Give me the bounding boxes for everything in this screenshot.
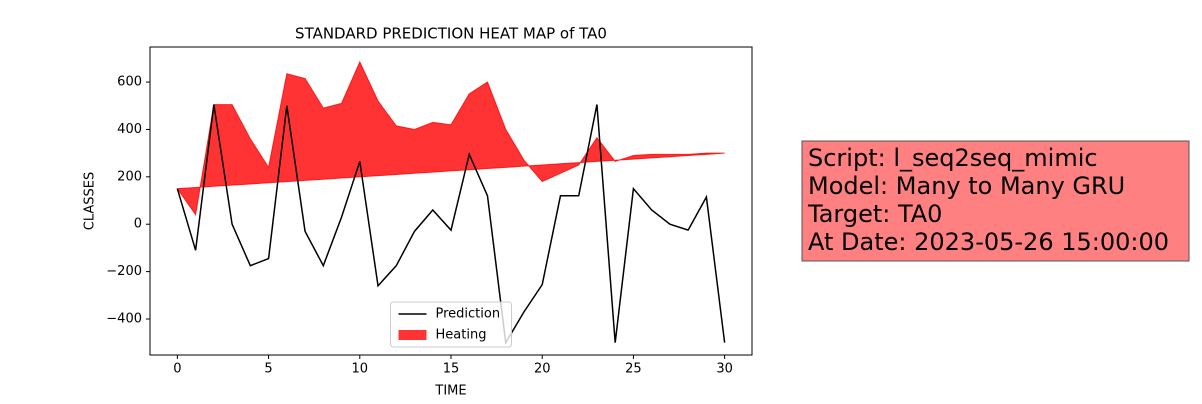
y-tick-label: 600	[117, 75, 142, 90]
x-tick-label: 30	[716, 362, 733, 377]
y-tick-label: 400	[117, 122, 142, 137]
prediction-line	[176, 104, 726, 345]
x-tick-label: 15	[443, 362, 460, 377]
x-tick-label: 5	[264, 362, 272, 377]
y-tick-label: −400	[106, 311, 142, 326]
text-box-line: Script: l_seq2seq_mimic	[808, 144, 1098, 172]
heating-area	[176, 60, 725, 217]
y-tick-label: −200	[106, 264, 142, 279]
y-axis-label: CLASSES	[83, 172, 98, 230]
legend-label: Prediction	[436, 307, 501, 322]
x-tick-label: 0	[173, 362, 181, 377]
x-tick-label: 10	[352, 362, 369, 377]
chart-title: STANDARD PREDICTION HEAT MAP of TA0	[295, 25, 607, 43]
x-tick-label: 25	[625, 362, 642, 377]
x-tick-label: 20	[534, 362, 551, 377]
y-tick-label: 0	[134, 217, 142, 232]
text-box-line: Target: TA0	[807, 200, 942, 228]
text-box-line: Model: Many to Many GRU	[808, 172, 1125, 200]
text-box	[801, 140, 1190, 262]
legend-swatch	[398, 330, 427, 340]
y-tick-label: 200	[117, 169, 142, 184]
legend-label: Heating	[436, 328, 487, 343]
text-box-line: At Date: 2023-05-26 15:00:00	[808, 228, 1169, 256]
x-axis-label: TIME	[434, 384, 466, 399]
